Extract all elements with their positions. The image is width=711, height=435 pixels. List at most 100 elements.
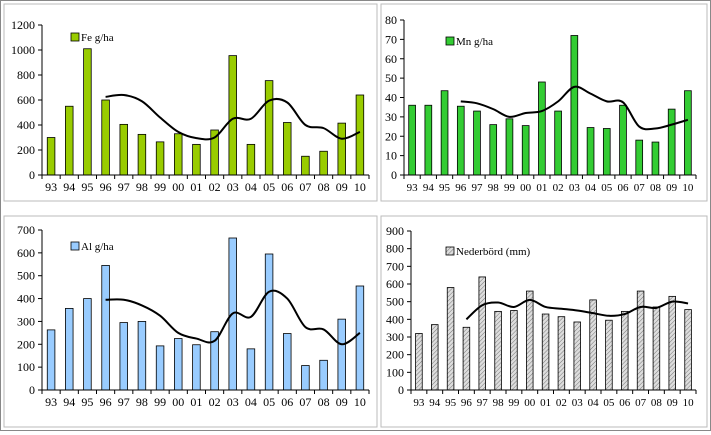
panel-border — [380, 3, 708, 202]
x-tick-label: 08 — [651, 397, 663, 409]
x-tick-label: 10 — [683, 397, 695, 409]
trend-line — [460, 85, 689, 131]
y-tick-label: 500 — [17, 269, 35, 283]
y-tick-label: 800 — [17, 68, 35, 82]
trend-line — [105, 289, 361, 346]
bar-04 — [586, 127, 595, 176]
x-tick-label: 07 — [299, 395, 311, 409]
x-tick-label: 95 — [445, 397, 457, 409]
y-tick-label: 0 — [391, 168, 397, 182]
legend-label: Al g/ha — [81, 241, 114, 253]
bar-02 — [554, 110, 562, 176]
x-tick-label: 08 — [650, 182, 662, 194]
bar-01 — [538, 81, 546, 176]
legend-label: Mn g/ha — [456, 36, 493, 48]
bar-99 — [505, 118, 514, 176]
legend-swatch — [445, 36, 455, 46]
x-tick-label: 10 — [682, 182, 694, 194]
bar-07 — [635, 139, 644, 176]
bar-95 — [83, 298, 92, 391]
x-tick-label: 00 — [172, 180, 184, 194]
y-tick-label: 200 — [17, 143, 35, 157]
x-tick-label: 99 — [154, 180, 166, 194]
bar-09 — [667, 108, 676, 176]
bar-07 — [301, 365, 310, 391]
x-tick-label: 95 — [81, 395, 93, 409]
bar-10 — [684, 90, 692, 176]
x-tick-label: 09 — [336, 180, 348, 194]
y-tick-label: 20 — [385, 129, 397, 143]
bar-96 — [101, 265, 110, 391]
bar-95 — [440, 90, 449, 176]
y-tick-label: 100 — [386, 365, 404, 379]
x-tick-label: 04 — [245, 180, 257, 194]
x-tick-label: 97 — [477, 397, 489, 409]
panel-border — [380, 215, 708, 428]
x-tick-label: 95 — [81, 180, 93, 194]
chart-panel-2: 0 10 20 30 40 50 60 70 80 93 94 95 96 97 98 99 00 01 02 03 0… — [380, 3, 708, 202]
x-tick-label: 07 — [299, 180, 311, 194]
x-tick-label: 93 — [407, 182, 419, 194]
x-tick-label: 04 — [588, 397, 600, 409]
bar-10 — [355, 285, 365, 391]
chart-panel-3: 0 100 200 300 400 500 600 700 93 94 95 96 97 98 99 00 01… — [3, 215, 378, 428]
x-tick-label: 10 — [354, 180, 366, 194]
bar-98 — [489, 124, 498, 176]
y-tick-label: 400 — [17, 118, 35, 132]
bar-97 — [478, 276, 486, 391]
y-tick-label: 0 — [29, 383, 35, 397]
x-tick-label: 06 — [618, 182, 630, 194]
x-tick-label: 04 — [245, 395, 257, 409]
x-tick-label: 01 — [540, 397, 551, 409]
bar-97 — [119, 123, 128, 176]
x-tick-label: 96 — [461, 397, 473, 409]
y-tick-label: 400 — [17, 292, 35, 306]
y-tick-label: 100 — [17, 360, 35, 374]
legend-label: Fe g/ha — [81, 32, 114, 44]
x-tick-label: 08 — [318, 180, 330, 194]
x-tick-label: 96 — [100, 395, 112, 409]
y-tick-label: 0 — [29, 168, 35, 182]
x-tick-label: 05 — [263, 395, 275, 409]
bar-09 — [337, 122, 346, 176]
bar-94 — [65, 105, 74, 176]
x-tick-label: 98 — [488, 182, 500, 194]
y-tick-label: 600 — [386, 277, 404, 291]
y-tick-label: 70 — [385, 32, 397, 46]
y-tick-label: 1200 — [11, 18, 35, 32]
x-tick-label: 01 — [536, 182, 547, 194]
bar-97 — [473, 110, 481, 176]
x-tick-label: 02 — [553, 182, 564, 194]
x-tick-label: 95 — [439, 182, 451, 194]
bar-02 — [557, 316, 566, 391]
x-tick-label: 05 — [601, 182, 613, 194]
x-tick-label: 99 — [508, 397, 520, 409]
y-tick-label: 500 — [386, 295, 404, 309]
x-tick-label: 98 — [136, 180, 148, 194]
bar-00 — [174, 338, 183, 391]
bar-05 — [602, 128, 611, 176]
x-tick-label: 09 — [667, 397, 679, 409]
x-tick-label: 97 — [118, 180, 130, 194]
x-tick-label: 94 — [423, 182, 435, 194]
x-tick-label: 00 — [520, 182, 532, 194]
x-tick-label: 06 — [281, 180, 293, 194]
legend-label: Nederbörd (mm) — [456, 246, 531, 258]
y-tick-label: 200 — [17, 337, 35, 351]
bar-99 — [155, 345, 165, 391]
bar-95 — [83, 48, 92, 176]
x-tick-label: 97 — [472, 182, 484, 194]
bar-03 — [573, 321, 581, 391]
bar-98 — [137, 321, 147, 391]
bar-05 — [264, 253, 274, 391]
bar-00 — [526, 290, 534, 391]
bar-03 — [228, 55, 237, 176]
x-tick-label: 08 — [318, 395, 330, 409]
x-tick-label: 94 — [429, 397, 441, 409]
y-tick-label: 30 — [385, 110, 397, 124]
x-tick-label: 98 — [493, 397, 505, 409]
bar-94 — [431, 324, 439, 391]
legend: Al g/ha — [70, 241, 114, 253]
panel-border — [3, 215, 378, 428]
